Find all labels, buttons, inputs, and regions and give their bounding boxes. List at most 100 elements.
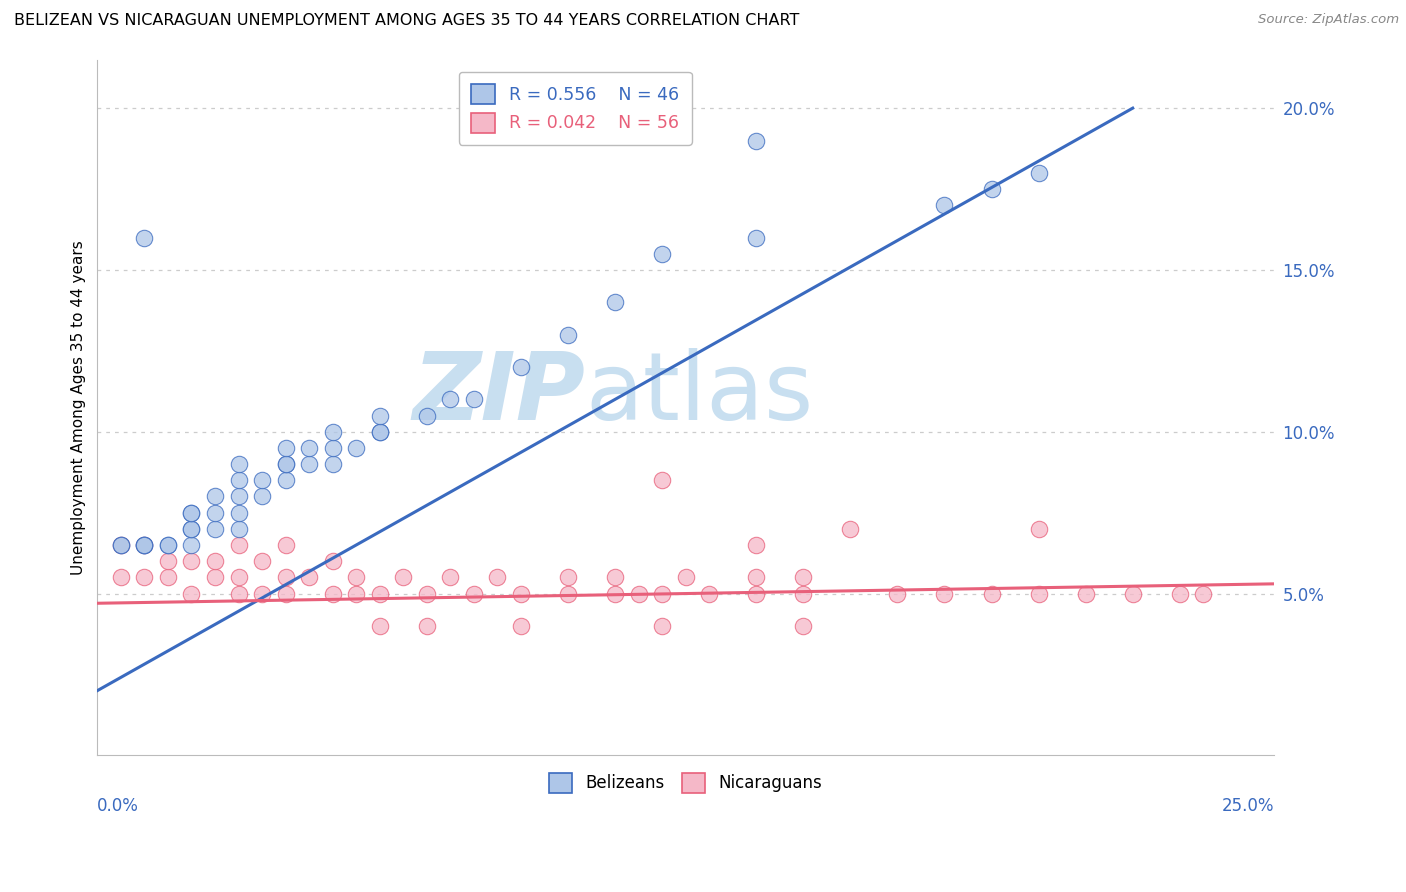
Point [228,490,250,504]
Text: atlas: atlas [586,348,814,440]
Point [1192,586,1215,600]
Point [228,473,250,487]
Point [250,490,273,504]
Point [274,570,297,584]
Point [368,425,391,439]
Text: Source: ZipAtlas.com: Source: ZipAtlas.com [1258,13,1399,27]
Point [298,457,321,471]
Point [180,506,202,520]
Point [250,473,273,487]
Point [1028,586,1050,600]
Point [509,619,531,633]
Point [274,538,297,552]
Point [368,425,391,439]
Point [322,457,344,471]
Point [1122,586,1144,600]
Point [204,554,226,568]
Point [180,506,202,520]
Point [156,538,179,552]
Text: ZIP: ZIP [413,348,586,440]
Point [274,457,297,471]
Point [204,522,226,536]
Point [228,538,250,552]
Point [368,409,391,423]
Point [228,457,250,471]
Point [675,570,697,584]
Point [509,586,531,600]
Point [463,586,485,600]
Text: 25.0%: 25.0% [1222,797,1274,815]
Point [322,425,344,439]
Point [651,619,673,633]
Point [110,570,132,584]
Point [298,441,321,455]
Point [274,441,297,455]
Point [557,586,579,600]
Point [416,586,439,600]
Point [934,586,956,600]
Point [745,230,768,244]
Point [344,570,367,584]
Point [368,619,391,633]
Point [392,570,415,584]
Point [557,570,579,584]
Text: 0.0%: 0.0% [97,797,139,815]
Point [322,586,344,600]
Point [745,570,768,584]
Point [651,586,673,600]
Point [439,392,461,407]
Point [651,473,673,487]
Point [344,441,367,455]
Point [180,554,202,568]
Point [134,230,156,244]
Point [204,506,226,520]
Text: BELIZEAN VS NICARAGUAN UNEMPLOYMENT AMONG AGES 35 TO 44 YEARS CORRELATION CHART: BELIZEAN VS NICARAGUAN UNEMPLOYMENT AMON… [14,13,800,29]
Point [274,457,297,471]
Point [745,586,768,600]
Point [134,538,156,552]
Point [228,570,250,584]
Point [603,586,626,600]
Point [322,554,344,568]
Point [886,586,908,600]
Point [416,619,439,633]
Point [134,538,156,552]
Point [509,359,531,374]
Point [603,570,626,584]
Point [204,570,226,584]
Point [204,490,226,504]
Point [1028,522,1050,536]
Point [1028,166,1050,180]
Point [274,586,297,600]
Point [627,586,650,600]
Point [180,522,202,536]
Point [298,570,321,584]
Point [486,570,509,584]
Point [110,538,132,552]
Point [557,327,579,342]
Point [651,246,673,260]
Point [134,570,156,584]
Legend: Belizeans, Nicaraguans: Belizeans, Nicaraguans [543,766,828,799]
Point [134,538,156,552]
Point [110,538,132,552]
Point [322,441,344,455]
Point [110,538,132,552]
Point [1074,586,1097,600]
Point [980,586,1002,600]
Point [934,198,956,212]
Point [1168,586,1191,600]
Point [250,554,273,568]
Point [156,538,179,552]
Y-axis label: Unemployment Among Ages 35 to 44 years: Unemployment Among Ages 35 to 44 years [72,240,86,574]
Point [180,538,202,552]
Point [180,586,202,600]
Point [745,538,768,552]
Point [792,570,814,584]
Point [792,586,814,600]
Point [228,586,250,600]
Point [980,182,1002,196]
Point [368,586,391,600]
Point [228,506,250,520]
Point [416,409,439,423]
